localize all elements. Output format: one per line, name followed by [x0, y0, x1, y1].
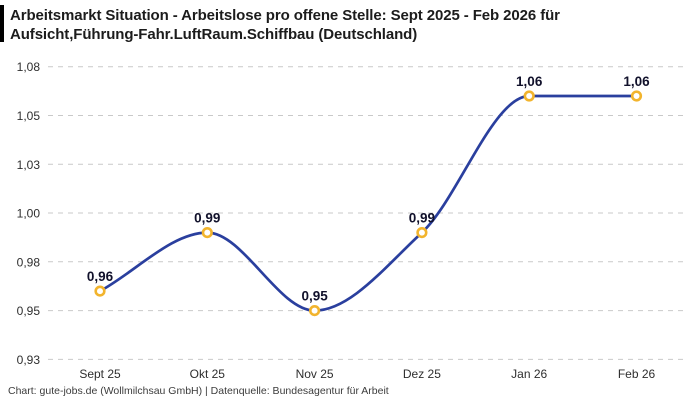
y-axis-tick-label: 1,03 — [17, 158, 41, 172]
x-axis-tick-label: Feb 26 — [618, 367, 656, 381]
y-axis-tick-label: 1,08 — [17, 60, 41, 74]
y-axis-tick-label: 0,98 — [17, 255, 41, 269]
data-point-marker — [523, 90, 535, 102]
data-point-marker — [416, 227, 428, 239]
attribution: Chart: gute-jobs.de (Wollmilchsau GmbH) … — [8, 385, 389, 397]
y-axis-tick-label: 0,93 — [17, 353, 41, 367]
data-point-label: 1,06 — [516, 74, 543, 89]
data-point-marker — [201, 227, 213, 239]
title-accent-bar — [0, 5, 4, 42]
chart-title: Arbeitsmarkt Situation - Arbeitslose pro… — [10, 7, 560, 43]
x-axis-tick-label: Dez 25 — [403, 367, 441, 381]
x-axis-tick-label: Nov 25 — [296, 367, 334, 381]
line-series — [98, 94, 638, 312]
data-point-label: 0,95 — [301, 289, 328, 304]
x-axis-tick-label: Jan 26 — [511, 367, 547, 381]
x-axis-tick-label: Sept 25 — [79, 367, 121, 381]
data-point-marker — [94, 285, 106, 297]
line-chart: 1,08 1,05 1,03 1,00 0,98 0,95 0,93 Sept 25 Okt 2… — [17, 60, 688, 381]
data-point-label: 0,99 — [194, 211, 220, 226]
x-axis-tick-label: Okt 25 — [190, 367, 226, 381]
data-point-label: 1,06 — [623, 74, 650, 89]
y-axis-tick-label: 1,05 — [17, 109, 41, 123]
data-point-marker — [309, 305, 321, 317]
data-point-label: 0,99 — [409, 211, 435, 226]
data-point-marker — [630, 90, 643, 102]
y-axis-tick-label: 0,95 — [17, 304, 41, 318]
chart-header: Arbeitsmarkt Situation - Arbeitslose pro… — [0, 0, 700, 53]
data-point-label: 0,96 — [87, 269, 114, 284]
y-axis-tick-label: 1,00 — [17, 207, 41, 221]
